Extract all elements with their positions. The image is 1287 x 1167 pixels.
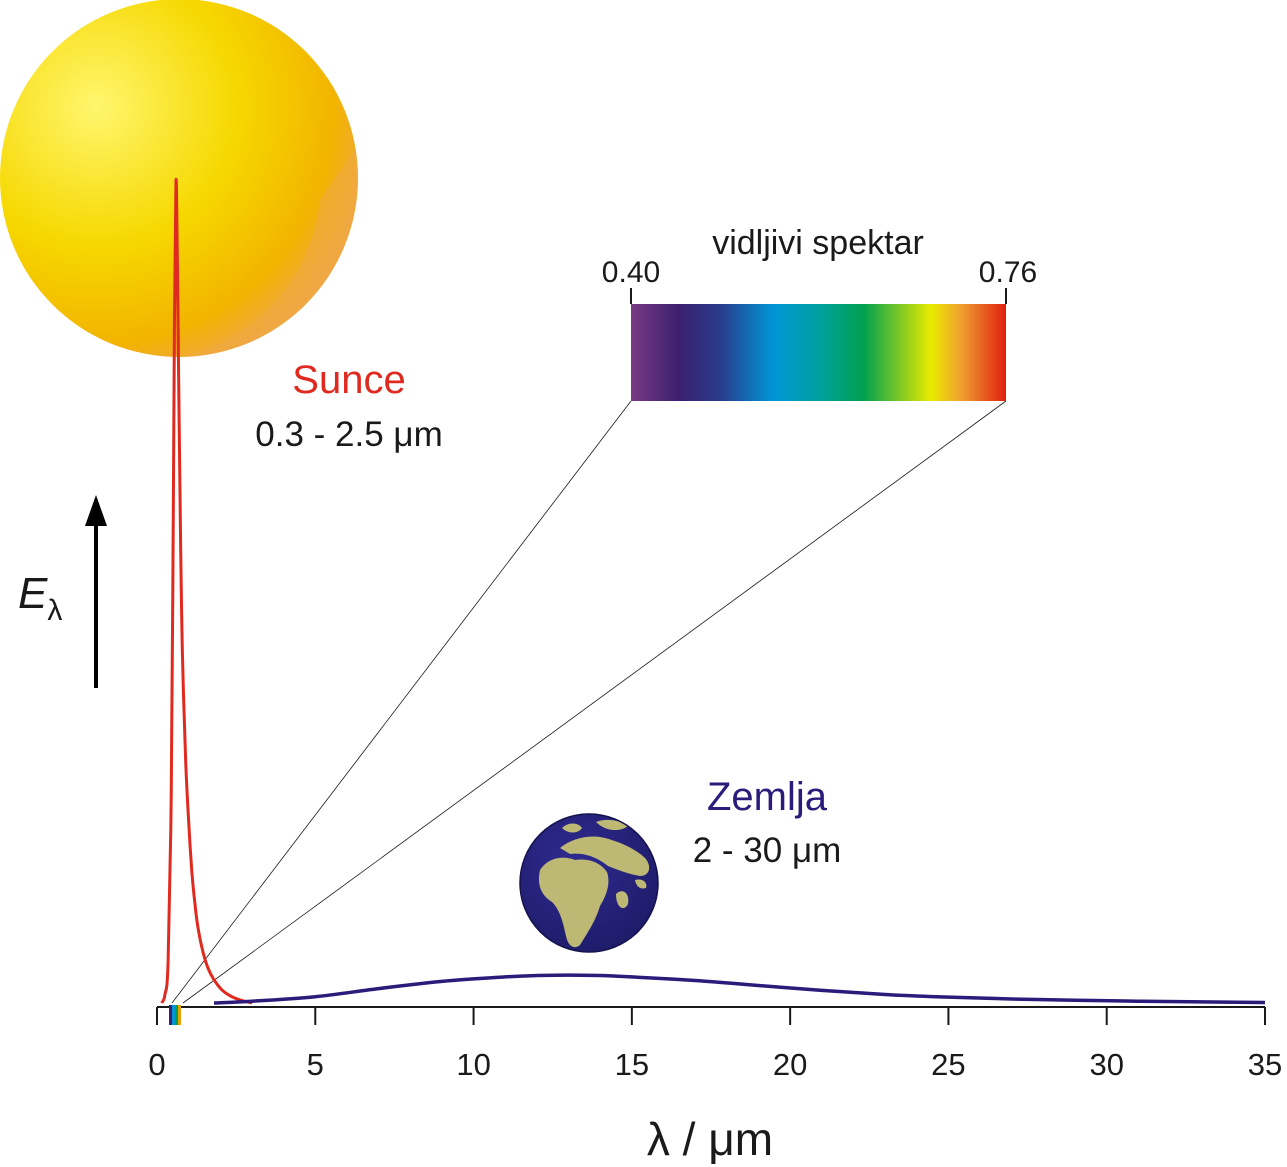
x-tick-label: 20	[773, 1047, 807, 1082]
spectrum-title: vidljivi spektar	[712, 224, 924, 262]
visible-spectrum-inset: vidljivi spektar 0.40 0.76	[602, 224, 1037, 401]
earth-range-label: 2 - 30 μm	[693, 831, 842, 870]
sun-range-label: 0.3 - 2.5 μm	[255, 415, 442, 454]
earth-emission-curve	[213, 973, 1266, 1005]
plot-area: 0 5 10 15 20 25 30 35	[148, 178, 1282, 1082]
y-axis-arrow-icon	[85, 495, 107, 688]
earth-series-name: Zemlja	[707, 775, 828, 819]
x-tick-label: 30	[1089, 1047, 1123, 1082]
x-tick-label: 15	[615, 1047, 649, 1082]
sun-series-name: Sunce	[292, 358, 405, 402]
visible-band-marker	[169, 1005, 181, 1025]
spectrum-max-label: 0.76	[979, 256, 1037, 289]
sun-icon	[0, 0, 358, 357]
earth-icon	[519, 813, 659, 953]
x-tick-label: 35	[1248, 1047, 1282, 1082]
spectrum-min-label: 0.40	[602, 256, 660, 289]
x-tick-label: 5	[307, 1047, 324, 1082]
spectrum-connector-right	[182, 400, 1007, 1004]
sun-emission-curve	[160, 178, 253, 1005]
y-axis-label: Eλ	[18, 569, 62, 627]
x-tick-label: 0	[148, 1047, 165, 1082]
spectrum-connector-left	[171, 400, 632, 1004]
x-tick-label: 25	[931, 1047, 965, 1082]
spectrum-bar	[631, 304, 1006, 401]
x-axis-label: λ / μm	[647, 1113, 773, 1165]
x-tick-label: 10	[456, 1047, 490, 1082]
